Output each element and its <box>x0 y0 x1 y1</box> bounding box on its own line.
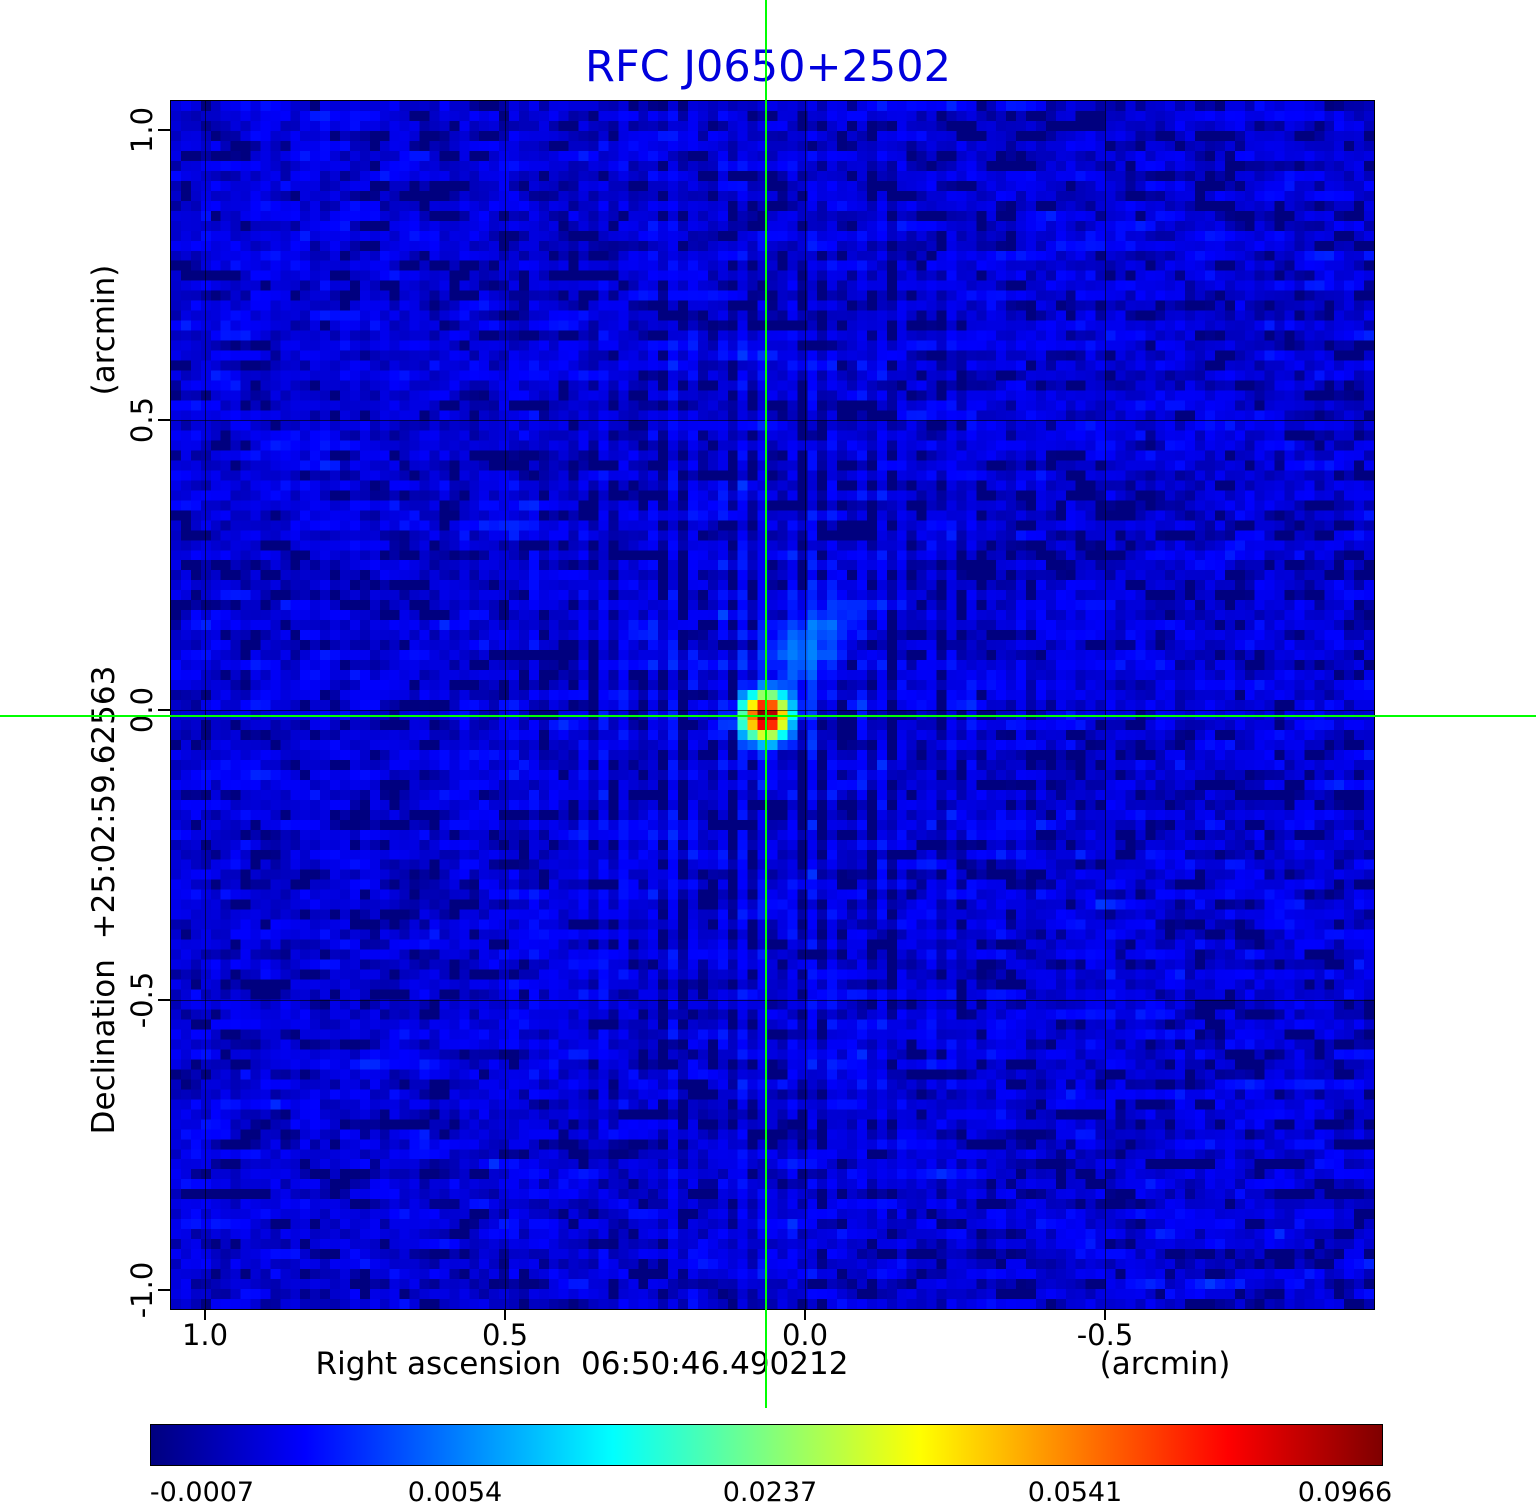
crosshair-vertical-line <box>765 0 767 1408</box>
x-tick-mark <box>804 1310 806 1320</box>
crosshair-horizontal-line <box>0 715 1536 717</box>
y-tick-label: -1.0 <box>125 1261 159 1319</box>
grid-line-horizontal <box>171 710 1374 712</box>
colorbar-tick-label: 0.0237 <box>722 1477 818 1508</box>
colorbar-tick-label: -0.0007 <box>149 1477 255 1508</box>
grid-lines <box>171 101 1374 1309</box>
chart-title: RFC J0650+2502 <box>585 42 951 92</box>
x-tick-label: 1.0 <box>181 1318 229 1352</box>
y-tick-label: 0.5 <box>125 396 159 444</box>
x-axis-title: Right ascension 06:50:46.490212 <box>315 1346 849 1382</box>
y-tick-mark <box>158 1289 170 1291</box>
colorbar-tick-label: 0.0541 <box>1027 1477 1123 1508</box>
grid-line-vertical <box>1105 101 1106 1309</box>
y-axis-unit-label: (arcmin) <box>86 264 122 396</box>
y-tick-mark <box>158 419 170 421</box>
y-tick-label: -0.5 <box>125 971 159 1029</box>
y-tick-mark <box>158 129 170 131</box>
sky-map <box>170 100 1375 1310</box>
grid-line-horizontal <box>171 420 1374 422</box>
x-axis-unit-label: (arcmin) <box>1099 1346 1231 1382</box>
grid-line-vertical <box>504 101 506 1309</box>
x-tick-mark <box>204 1310 206 1320</box>
colorbar-gradient <box>150 1424 1383 1466</box>
y-tick-label: 1.0 <box>125 106 159 154</box>
sky-map-image <box>171 101 1374 1309</box>
x-tick-mark <box>1104 1310 1106 1320</box>
x-tick-label: -0.5 <box>1076 1318 1134 1352</box>
grid-line-vertical <box>804 101 806 1309</box>
y-tick-mark <box>158 709 170 711</box>
grid-line-vertical <box>204 101 206 1309</box>
x-tick-label: 0.0 <box>781 1318 829 1352</box>
y-tick-label: 0.0 <box>125 686 159 734</box>
x-tick-mark <box>504 1310 506 1320</box>
grid-line-horizontal <box>171 1000 1374 1002</box>
y-tick-mark <box>158 999 170 1001</box>
y-axis-title: Declination +25:02:59.62563 <box>86 665 122 1135</box>
colorbar-tick-label: 0.0054 <box>407 1477 503 1508</box>
colorbar-tick-label: 0.0966 <box>1297 1477 1393 1508</box>
x-tick-label: 0.5 <box>481 1318 529 1352</box>
